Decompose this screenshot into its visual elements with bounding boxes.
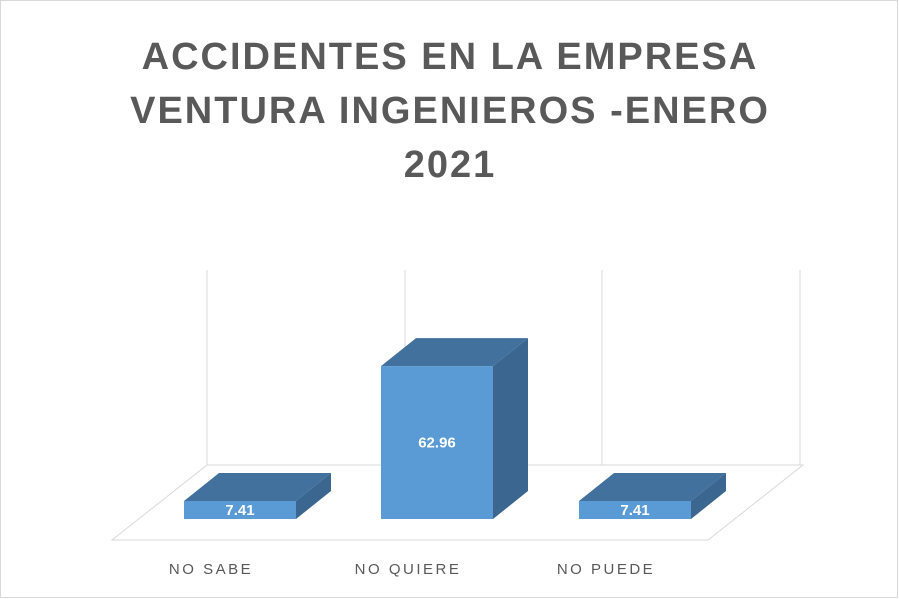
data-label: 62.96 [418, 435, 456, 452]
bar [579, 501, 691, 519]
bar-side [296, 473, 331, 519]
data-label: 7.41 [225, 502, 254, 519]
bar-top [381, 338, 528, 367]
bar-top [579, 473, 726, 502]
x-tick-label: NO PUEDE [557, 561, 655, 578]
bar [184, 501, 296, 519]
data-label: 7.41 [620, 502, 649, 519]
x-tick-label: NO QUIERE [355, 561, 462, 578]
x-tick-label: NO SABE [169, 561, 253, 578]
floor-and-walls [110, 270, 805, 541]
bar [381, 366, 493, 519]
bar-side [493, 338, 528, 519]
bar-side [691, 473, 726, 519]
chart-title: ACCIDENTES EN LA EMPRESA VENTURA INGENIE… [130, 36, 770, 186]
bar-top [184, 473, 331, 502]
